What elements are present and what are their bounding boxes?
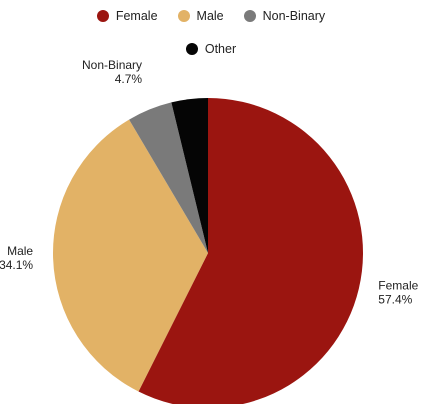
legend-row-2: Other — [0, 42, 422, 56]
legend-item-other[interactable]: Other — [185, 42, 237, 56]
legend-label-non-binary: Non-Binary — [262, 9, 326, 23]
pie-slice-male[interactable] — [53, 119, 209, 392]
slice-label-name-female: Female — [378, 278, 418, 292]
legend-swatch-non-binary — [243, 10, 256, 22]
legend-label-other: Other — [204, 42, 237, 56]
pie-slice-other[interactable] — [171, 98, 208, 253]
slice-label-value-male: 34.1% — [0, 258, 33, 272]
legend-label-male: Male — [196, 9, 224, 23]
legend-row-1: Female Male Non-Binary — [0, 9, 422, 23]
legend-swatch-male — [177, 10, 190, 22]
legend-item-non-binary[interactable]: Non-Binary — [243, 9, 326, 23]
pie-slice-non-binary[interactable] — [129, 102, 208, 253]
slice-label-name-male: Male — [7, 244, 33, 258]
slice-label-value-non-binary: 4.7% — [115, 72, 143, 86]
slice-label-name-non-binary: Non-Binary — [82, 58, 142, 72]
legend-item-female[interactable]: Female — [96, 9, 158, 23]
pie-slice-female[interactable] — [138, 98, 363, 404]
legend-item-male[interactable]: Male — [177, 9, 224, 23]
legend-swatch-female — [96, 10, 109, 22]
slice-label-value-female: 57.4% — [378, 292, 412, 306]
legend-swatch-other — [185, 43, 198, 55]
legend-label-female: Female — [115, 9, 158, 23]
pie-slices — [53, 98, 363, 404]
